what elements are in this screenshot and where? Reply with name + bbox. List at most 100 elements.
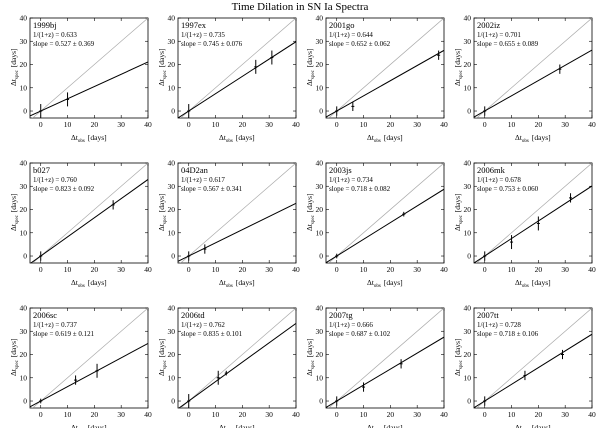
x-axis-label-sub: obs: [226, 139, 233, 144]
y-axis-label-main: Δt: [9, 78, 18, 86]
x-axis-label-unit: [days]: [384, 423, 403, 428]
x-tick-label: 20: [91, 120, 99, 129]
x-tick-label: 20: [387, 120, 395, 129]
y-axis-label: Δtspec [days]: [9, 48, 20, 86]
panel-title: 2003js: [329, 165, 352, 175]
plot-frame: [29, 307, 149, 409]
y-tick-label: 20: [168, 60, 176, 69]
y-axis-label-unit: [days]: [157, 338, 166, 357]
y-axis-label-main: Δt: [305, 223, 314, 231]
panel-title: 2001go: [329, 20, 355, 30]
plot-area: [30, 163, 148, 263]
x-tick-label: 40: [440, 265, 448, 274]
y-tick-label: 40: [20, 304, 28, 313]
slope-label: slope = 0.619 ± 0.121: [33, 330, 95, 338]
x-tick-label: 10: [212, 410, 220, 419]
x-axis-label-unit: [days]: [236, 133, 255, 142]
panel: 010203040010203040Δtobs[days]Δtspec[days…: [305, 304, 448, 428]
y-axis-label-unit: [days]: [157, 48, 166, 67]
x-tick-label: 0: [187, 265, 191, 274]
y-tick-label: 10: [20, 373, 28, 382]
x-axis-label: Δtobs[days]: [367, 423, 403, 428]
y-tick-label: 20: [464, 350, 472, 359]
x-axis-label-main: Δt: [219, 133, 227, 142]
x-tick-label: 20: [91, 410, 99, 419]
plot-area: [178, 163, 296, 263]
x-tick-label: 30: [117, 120, 125, 129]
x-axis-label-unit: [days]: [384, 133, 403, 142]
panel: 010203040010203040Δtobs[days]Δtspec[days…: [453, 304, 596, 428]
fit-line: [30, 61, 148, 117]
plot-frame: [325, 17, 445, 119]
x-tick-label: 40: [588, 265, 596, 274]
y-axis-label: Δtspec [days]: [453, 338, 464, 376]
plot-area: [326, 18, 444, 118]
x-tick-label: 30: [561, 120, 569, 129]
y-tick-label: 20: [20, 60, 28, 69]
y-tick-label: 40: [20, 159, 28, 168]
x-axis-label-main: Δt: [367, 133, 375, 142]
x-tick-label: 40: [144, 120, 152, 129]
y-tick-label: 20: [316, 205, 324, 214]
panel-title: 1997ex: [181, 20, 207, 30]
y-tick-label: 10: [168, 83, 176, 92]
y-axis-label-sub: spec: [459, 214, 464, 224]
y-axis-label-main: Δt: [9, 368, 18, 376]
y-tick-label: 10: [316, 228, 324, 237]
x-tick-label: 10: [360, 120, 368, 129]
x-tick-label: 20: [239, 410, 247, 419]
fit-line: [178, 322, 296, 408]
y-axis-label-sub: spec: [15, 69, 20, 79]
x-tick-label: 0: [187, 410, 191, 419]
y-tick-label: 30: [20, 37, 28, 46]
slope-label: slope = 0.527 ± 0.369: [33, 40, 95, 48]
plot-frame: [177, 162, 297, 264]
y-tick-label: 0: [467, 397, 471, 406]
x-axis-label-main: Δt: [367, 423, 375, 428]
x-axis-label-main: Δt: [367, 278, 375, 287]
plot-area: [178, 308, 296, 408]
y-axis-label-sub: spec: [15, 359, 20, 369]
x-axis-label-unit: [days]: [88, 423, 107, 428]
x-tick-label: 0: [39, 120, 43, 129]
x-axis-label: Δtobs[days]: [71, 133, 107, 144]
y-axis-label-main: Δt: [305, 368, 314, 376]
y-tick-label: 30: [464, 327, 472, 336]
panel-title: 2002iz: [477, 20, 500, 30]
y-axis-label-unit: [days]: [9, 338, 18, 357]
y-tick-label: 30: [464, 182, 472, 191]
y-tick-label: 20: [168, 205, 176, 214]
y-axis-label: Δtspec [days]: [157, 193, 168, 231]
y-tick-label: 40: [316, 14, 324, 23]
y-tick-label: 40: [20, 14, 28, 23]
reference-line: [180, 18, 296, 118]
plot-area: [474, 18, 592, 118]
y-axis-label: Δtspec [days]: [305, 48, 316, 86]
x-axis-label-sub: obs: [522, 139, 529, 144]
y-axis-label-unit: [days]: [157, 193, 166, 212]
y-tick-label: 0: [171, 397, 175, 406]
fit-line: [30, 343, 148, 408]
y-tick-label: 0: [319, 252, 323, 261]
stretch-label: 1/(1+z) = 0.617: [181, 176, 225, 184]
x-tick-label: 40: [588, 120, 596, 129]
y-tick-label: 0: [467, 252, 471, 261]
x-tick-label: 40: [144, 410, 152, 419]
x-tick-label: 20: [239, 120, 247, 129]
x-axis-label-unit: [days]: [532, 133, 551, 142]
y-axis-label-sub: spec: [311, 69, 316, 79]
x-axis-label-sub: obs: [522, 284, 529, 289]
stretch-label: 1/(1+z) = 0.633: [33, 31, 77, 39]
plot-frame: [29, 17, 149, 119]
y-tick-label: 10: [20, 228, 28, 237]
y-axis-label-main: Δt: [305, 78, 314, 86]
y-axis-label-unit: [days]: [305, 48, 314, 67]
y-tick-label: 0: [171, 107, 175, 116]
x-tick-label: 0: [187, 120, 191, 129]
x-tick-label: 20: [535, 410, 543, 419]
stretch-label: 1/(1+z) = 0.728: [477, 321, 521, 329]
slope-label: slope = 0.718 ± 0.082: [329, 185, 391, 193]
plot-area: [30, 308, 148, 408]
